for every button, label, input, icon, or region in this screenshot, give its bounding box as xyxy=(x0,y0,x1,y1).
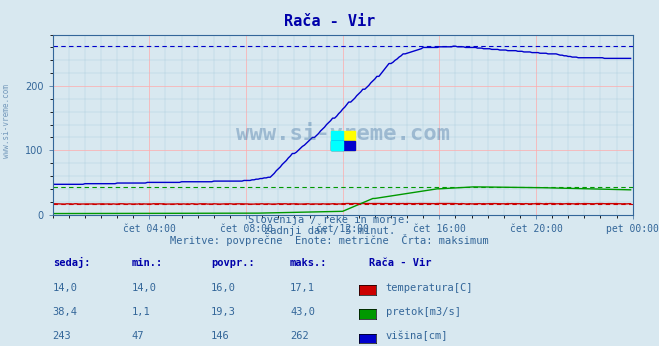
Text: 262: 262 xyxy=(290,331,308,341)
Text: temperatura[C]: temperatura[C] xyxy=(386,283,473,293)
Text: 1,1: 1,1 xyxy=(132,307,150,317)
Text: 43,0: 43,0 xyxy=(290,307,315,317)
Text: sedaj:: sedaj: xyxy=(53,257,90,268)
Text: Slovenija / reke in morje.: Slovenija / reke in morje. xyxy=(248,215,411,225)
Text: 16,0: 16,0 xyxy=(211,283,236,293)
Text: min.:: min.: xyxy=(132,258,163,268)
Text: 17,1: 17,1 xyxy=(290,283,315,293)
Text: Rača - Vir: Rača - Vir xyxy=(284,14,375,29)
Text: www.si-vreme.com: www.si-vreme.com xyxy=(236,124,449,144)
Text: 14,0: 14,0 xyxy=(53,283,78,293)
Text: 38,4: 38,4 xyxy=(53,307,78,317)
Text: 243: 243 xyxy=(53,331,71,341)
Text: višina[cm]: višina[cm] xyxy=(386,331,448,341)
Text: povpr.:: povpr.: xyxy=(211,258,254,268)
Bar xyxy=(331,131,355,150)
Text: 146: 146 xyxy=(211,331,229,341)
Text: www.si-vreme.com: www.si-vreme.com xyxy=(2,84,11,158)
Text: 47: 47 xyxy=(132,331,144,341)
Text: Meritve: povprečne  Enote: metrične  Črta: maksimum: Meritve: povprečne Enote: metrične Črta:… xyxy=(170,234,489,246)
Text: maks.:: maks.: xyxy=(290,258,328,268)
Text: zadnji dan / 5 minut.: zadnji dan / 5 minut. xyxy=(264,226,395,236)
Text: 19,3: 19,3 xyxy=(211,307,236,317)
Bar xyxy=(331,140,343,150)
Text: pretok[m3/s]: pretok[m3/s] xyxy=(386,307,461,317)
Bar xyxy=(331,140,355,150)
Bar xyxy=(331,131,343,150)
Text: 14,0: 14,0 xyxy=(132,283,157,293)
Text: Rača - Vir: Rača - Vir xyxy=(369,258,432,268)
